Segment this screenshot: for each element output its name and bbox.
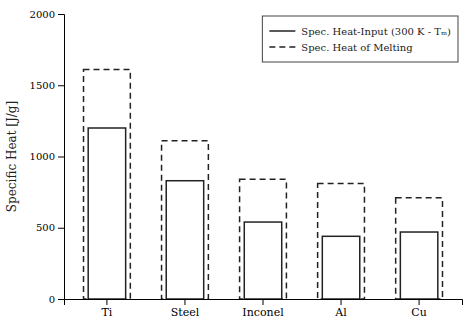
y-tick: 1000 [30,151,64,162]
y-tick: 0 [49,294,64,305]
bar [88,128,125,299]
bar [84,70,131,299]
y-axis-line [58,15,65,300]
x-tick-mark [106,299,107,305]
x-tick: Steel [171,299,200,319]
bar [400,232,437,299]
x-tick: Inconel [242,299,284,319]
x-axis: Ti Steel Inconel Al Cu [65,299,463,319]
legend-swatch [269,46,295,48]
bar [162,141,209,299]
legend: Spec. Heat-Input (300 K - Tₘ) Spec. Heat … [262,16,458,62]
bar [166,181,203,299]
bar [322,236,359,299]
y-tick-mark [58,228,64,229]
bar [244,222,281,299]
y-tick-mark [58,299,64,300]
legend-label: Spec. Heat-Input (300 K - Tₘ) [301,26,451,37]
y-tick-label: 2000 [30,9,55,20]
x-tick: Al [334,299,347,319]
bar [396,198,443,299]
legend-frame [262,16,458,62]
x-tick: Cu [411,299,427,319]
y-tick: 500 [36,222,64,233]
bar [318,184,365,299]
y-tick-label: 500 [36,222,55,233]
x-axis-line [65,300,463,306]
y-tick-label: 1500 [30,80,55,91]
x-tick-label: Cu [411,306,427,319]
x-tick-label: Al [334,306,347,319]
y-axis-title: Specific Heat [J/g] [5,101,19,212]
y-tick-mark [58,85,64,86]
bars [84,70,443,299]
y-tick-label: 1000 [30,151,55,162]
x-tick-mark [263,299,264,305]
x-tick-label: Steel [171,306,200,319]
y-tick: 2000 [30,9,64,20]
legend-label: Spec. Heat of Melting [301,42,413,53]
y-tick: 1500 [30,80,64,91]
bar [240,179,287,299]
chart: 0 500 1000 1500 2000 Ti Steel Inconel Al Cu Spec. … [0,0,474,331]
y-tick-label: 0 [49,294,55,305]
legend-swatch [269,30,295,32]
x-tick-label: Ti [101,306,112,319]
x-tick: Ti [101,299,112,319]
y-axis: 0 500 1000 1500 2000 [30,9,65,305]
x-tick-mark [419,299,420,305]
y-tick-mark [58,157,64,158]
plot: 0 500 1000 1500 2000 Ti Steel Inconel Al Cu Spec. … [30,9,463,319]
x-tick-mark [341,299,342,305]
x-tick-label: Inconel [242,306,284,319]
y-tick-mark [58,14,64,15]
x-tick-mark [184,299,185,305]
